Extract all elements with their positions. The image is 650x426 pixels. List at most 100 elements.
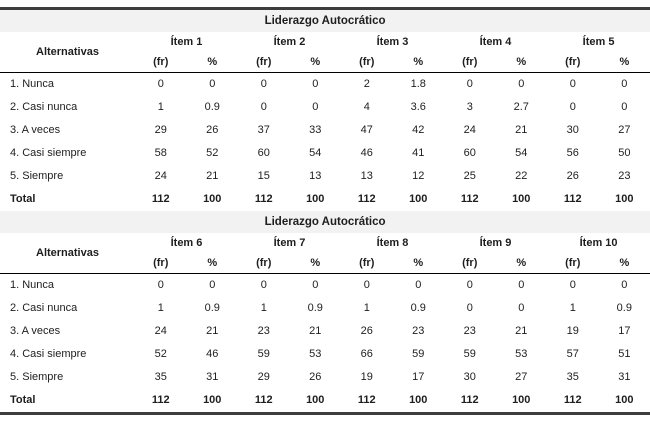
cell-value: 0 xyxy=(466,78,473,90)
pct-header: % xyxy=(598,253,650,274)
cell-value: 29 xyxy=(154,124,167,136)
cell-value: 23 xyxy=(412,325,425,337)
cell-value: 100 xyxy=(615,193,634,205)
cell-value: 0 xyxy=(621,101,628,113)
cell-value: 31 xyxy=(618,371,631,383)
cell-value: 26 xyxy=(566,170,579,182)
cell-value: 58 xyxy=(154,147,167,159)
item-7-header: Ítem 7 xyxy=(273,237,306,249)
cell-value: 2.7 xyxy=(513,101,529,113)
cell-value: 59 xyxy=(257,348,270,360)
cell-value: 100 xyxy=(306,394,325,406)
cell-value: 100 xyxy=(615,394,634,406)
cell-value: 26 xyxy=(309,371,322,383)
pct-header: % xyxy=(289,253,341,274)
cell-value: 0 xyxy=(260,78,267,90)
row-label: 3. A veces xyxy=(10,325,61,337)
row-label: 2. Casi nunca xyxy=(10,101,78,113)
cell-value: 46 xyxy=(360,147,373,159)
table-row: 5. Siempre 24 21 15 13 13 12 25 22 26 23 xyxy=(0,165,650,188)
cell-value: 112 xyxy=(460,394,479,406)
cell-value: 57 xyxy=(566,348,579,360)
cell-value: 66 xyxy=(360,348,373,360)
pct-header: % xyxy=(392,52,444,73)
cell-value: 59 xyxy=(463,348,476,360)
cell-value: 21 xyxy=(206,325,219,337)
cell-value: 60 xyxy=(257,147,270,159)
cell-value: 35 xyxy=(566,371,579,383)
cell-value: 1 xyxy=(260,302,267,314)
subheader-row: (fr) % (fr) % (fr) % (fr) % (fr) % xyxy=(0,253,650,274)
cell-value: 112 xyxy=(460,193,479,205)
cell-value: 100 xyxy=(409,394,428,406)
cell-value: 52 xyxy=(206,147,219,159)
alternativas-header: Alternativas xyxy=(0,32,135,73)
fr-header: (fr) xyxy=(444,52,496,73)
cell-value: 59 xyxy=(412,348,425,360)
row-label: 1. Nunca xyxy=(10,78,55,90)
row-label: Total xyxy=(10,193,36,205)
table-row: 3. A veces 29 26 37 33 47 42 24 21 30 27 xyxy=(0,119,650,142)
cell-value: 30 xyxy=(463,371,476,383)
cell-value: 0 xyxy=(363,279,370,291)
cell-value: 31 xyxy=(206,371,219,383)
cell-value: 0 xyxy=(518,279,525,291)
cell-value: 23 xyxy=(618,170,631,182)
cell-value: 17 xyxy=(412,371,425,383)
row-label: Total xyxy=(10,394,36,406)
fr-header: (fr) xyxy=(444,253,496,274)
cell-value: 35 xyxy=(154,371,167,383)
cell-value: 26 xyxy=(360,325,373,337)
item-header-row: Alternativas Ítem 1 Ítem 2 Ítem 3 Ítem 4… xyxy=(0,32,650,73)
table-row: 5. Siempre 35 31 29 26 19 17 30 27 35 31 xyxy=(0,366,650,389)
cell-value: 100 xyxy=(409,193,428,205)
cell-value: 54 xyxy=(515,147,528,159)
cell-value: 112 xyxy=(563,394,582,406)
cell-value: 1 xyxy=(363,302,370,314)
item-header-row: Alternativas Ítem 6 Ítem 7 Ítem 8 Ítem 9… xyxy=(0,233,650,274)
cell-value: 0.9 xyxy=(616,302,632,314)
cell-value: 0 xyxy=(569,279,576,291)
table-body: 1. Nunca 0 0 0 0 2 1.8 0 0 0 0 2. Casi nunca 1 0.9 0 0 4… xyxy=(0,73,650,212)
pct-header: % xyxy=(186,52,238,73)
table-row: 1. Nunca 0 0 0 0 0 0 0 0 0 0 xyxy=(0,274,650,298)
cell-value: 1 xyxy=(157,101,164,113)
fr-header: (fr) xyxy=(341,253,393,274)
cell-value: 112 xyxy=(357,394,376,406)
cell-value: 30 xyxy=(566,124,579,136)
cell-value: 56 xyxy=(566,147,579,159)
fr-header: (fr) xyxy=(238,253,290,274)
cell-value: 0 xyxy=(260,101,267,113)
cell-value: 0.9 xyxy=(410,302,426,314)
total-row: Total 112 100 112 100 112 100 112 100 112 100 xyxy=(0,188,650,211)
cell-value: 12 xyxy=(412,170,425,182)
cell-value: 0 xyxy=(466,302,473,314)
item-1-header: Ítem 1 xyxy=(170,36,203,48)
total-row: Total 112 100 112 100 112 100 112 100 112 100 xyxy=(0,389,650,414)
cell-value: 1.8 xyxy=(410,78,426,90)
cell-value: 0 xyxy=(312,279,319,291)
table-title: Liderazgo Autocrático xyxy=(0,8,650,32)
row-label: 5. Siempre xyxy=(10,371,64,383)
cell-value: 100 xyxy=(203,394,222,406)
table-row: 2. Casi nunca 1 0.9 1 0.9 1 0.9 0 0 1 0.9 xyxy=(0,297,650,320)
cell-value: 17 xyxy=(618,325,631,337)
fr-header: (fr) xyxy=(135,253,187,274)
table-title-row: Liderazgo Autocrático xyxy=(0,8,650,32)
cell-value: 27 xyxy=(618,124,631,136)
pct-header: % xyxy=(186,253,238,274)
cell-value: 37 xyxy=(257,124,270,136)
cell-value: 0.9 xyxy=(204,302,220,314)
cell-value: 112 xyxy=(254,193,273,205)
table-body: 1. Nunca 0 0 0 0 0 0 0 0 0 0 2. Casi nunca 1 0.9 1 0.9 1… xyxy=(0,274,650,414)
item-8-header: Ítem 8 xyxy=(376,237,409,249)
table-row: 1. Nunca 0 0 0 0 2 1.8 0 0 0 0 xyxy=(0,73,650,97)
subheader-row: (fr) % (fr) % (fr) % (fr) % (fr) % xyxy=(0,52,650,73)
row-label: 4. Casi siempre xyxy=(10,147,87,159)
cell-value: 100 xyxy=(203,193,222,205)
cell-value: 21 xyxy=(515,325,528,337)
row-label: 2. Casi nunca xyxy=(10,302,78,314)
cell-value: 0 xyxy=(157,78,164,90)
fr-header: (fr) xyxy=(341,52,393,73)
cell-value: 22 xyxy=(515,170,528,182)
